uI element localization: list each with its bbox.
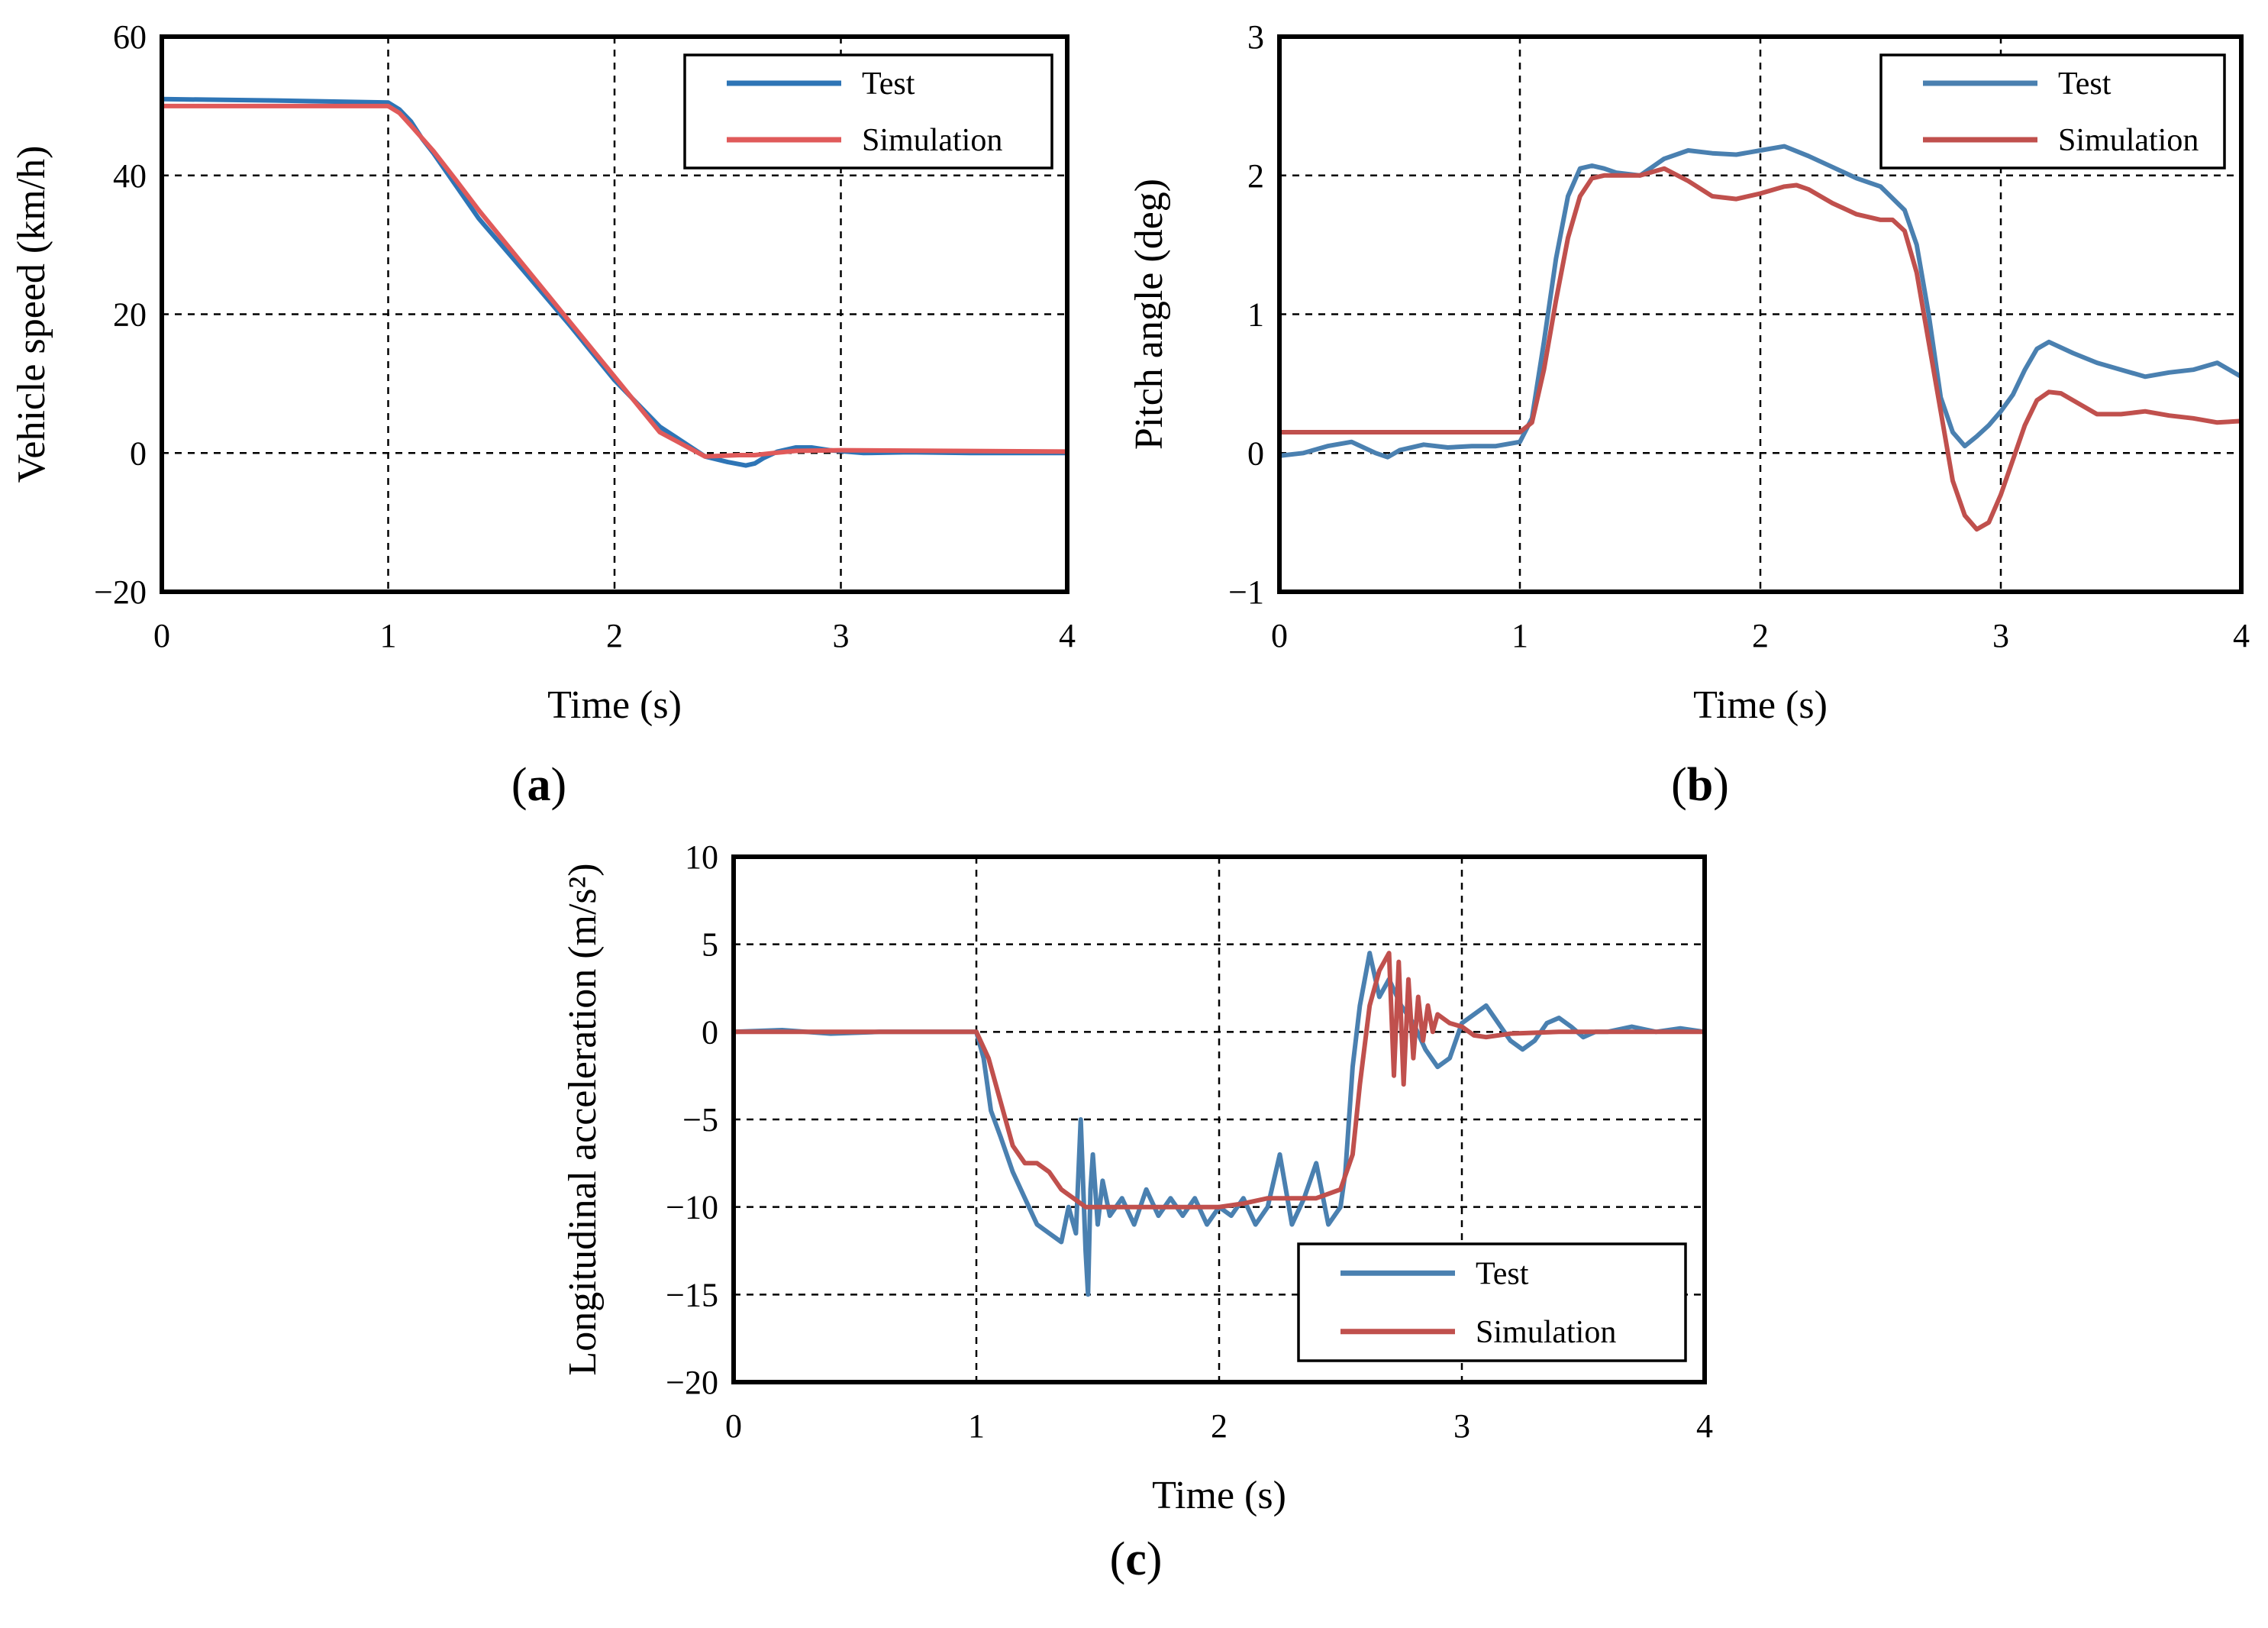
y-tick-label: 0 bbox=[130, 434, 147, 472]
x-tick-label: 0 bbox=[1271, 617, 1288, 654]
x-axis-title: Time (s) bbox=[547, 683, 682, 727]
panel-letter: b bbox=[1687, 759, 1713, 811]
y-axis-title: Pitch angle (deg) bbox=[1128, 179, 1171, 450]
y-tick-label: 10 bbox=[685, 838, 718, 876]
legend-box bbox=[683, 53, 1053, 170]
y-tick-label: 0 bbox=[1247, 434, 1264, 472]
x-tick-label: 1 bbox=[968, 1407, 985, 1445]
y-tick-label: 2 bbox=[1247, 157, 1264, 195]
y-tick-label: −10 bbox=[666, 1189, 718, 1226]
x-axis-title: Time (s) bbox=[1152, 1474, 1286, 1517]
x-tick-label: 4 bbox=[2233, 617, 2250, 654]
y-tick-label: −5 bbox=[682, 1101, 718, 1139]
x-axis-title: Time (s) bbox=[1693, 683, 1828, 727]
plot-frame bbox=[1277, 34, 2244, 594]
legend-label-simulation: Simulation bbox=[1476, 1315, 1616, 1350]
y-tick-label: 3 bbox=[1247, 18, 1264, 56]
series-line-simulation bbox=[1277, 166, 2244, 532]
legend-box bbox=[1297, 1242, 1687, 1362]
legend-label-test: Test bbox=[862, 66, 915, 102]
plot-frame bbox=[160, 34, 1069, 594]
legend-label-test: Test bbox=[1476, 1256, 1529, 1291]
legend-box bbox=[1879, 53, 2226, 170]
y-tick-label: −20 bbox=[94, 573, 147, 611]
y-axis-title: Vehicle speed (km/h) bbox=[10, 146, 53, 483]
panel-letter: a bbox=[527, 759, 551, 811]
y-axis-title: Longitudinal acceleration (m/s²) bbox=[561, 863, 605, 1375]
series-line-test bbox=[731, 951, 1707, 1297]
x-tick-label: 0 bbox=[153, 617, 170, 654]
y-tick-label: 5 bbox=[702, 926, 718, 964]
x-tick-label: 2 bbox=[606, 617, 623, 654]
legend: Test Simulation bbox=[1879, 53, 2226, 170]
x-tick-label: 4 bbox=[1059, 617, 1076, 654]
x-tick-label: 3 bbox=[833, 617, 850, 654]
x-tick-label: 3 bbox=[1453, 1407, 1470, 1445]
legend-label-simulation: Simulation bbox=[2058, 123, 2199, 158]
y-tick-label: −15 bbox=[666, 1276, 718, 1313]
series-line-simulation bbox=[731, 951, 1707, 1210]
x-tick-label: 1 bbox=[380, 617, 397, 654]
series-line-test bbox=[1277, 144, 2244, 460]
y-tick-label: 20 bbox=[113, 296, 147, 334]
y-tick-label: −20 bbox=[666, 1364, 718, 1401]
panel-c: −20 −15 −10 −5 0 5 10 0 1 2 3 4 Time (s) Longitudi… bbox=[561, 838, 1713, 1585]
plot-frame bbox=[731, 854, 1707, 1384]
x-tick-label: 0 bbox=[725, 1407, 742, 1445]
panel-label: (a) bbox=[511, 759, 566, 811]
x-tick-label: 2 bbox=[1211, 1407, 1228, 1445]
panel-label: (c) bbox=[1110, 1533, 1163, 1585]
legend: Test Simulation bbox=[683, 53, 1053, 170]
y-tick-label: 60 bbox=[113, 18, 147, 56]
legend-label-simulation: Simulation bbox=[862, 123, 1002, 158]
y-tick-label: 1 bbox=[1247, 296, 1264, 334]
x-tick-label: 2 bbox=[1752, 617, 1769, 654]
y-tick-label: −1 bbox=[1228, 573, 1264, 611]
y-tick-label: 40 bbox=[113, 157, 147, 195]
legend-label-test: Test bbox=[2058, 66, 2112, 102]
panel-letter: c bbox=[1125, 1533, 1147, 1585]
y-tick-label: 0 bbox=[702, 1013, 718, 1051]
x-tick-label: 1 bbox=[1511, 617, 1528, 654]
panel-label: (b) bbox=[1671, 759, 1729, 811]
legend: Test Simulation bbox=[1297, 1242, 1687, 1362]
x-tick-label: 3 bbox=[1992, 617, 2009, 654]
x-tick-label: 4 bbox=[1696, 1407, 1713, 1445]
series-line-simulation bbox=[160, 103, 1069, 459]
